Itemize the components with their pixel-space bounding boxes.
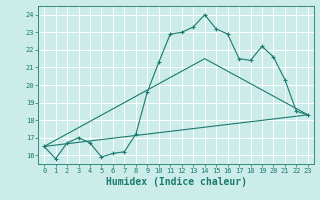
X-axis label: Humidex (Indice chaleur): Humidex (Indice chaleur)	[106, 177, 246, 187]
